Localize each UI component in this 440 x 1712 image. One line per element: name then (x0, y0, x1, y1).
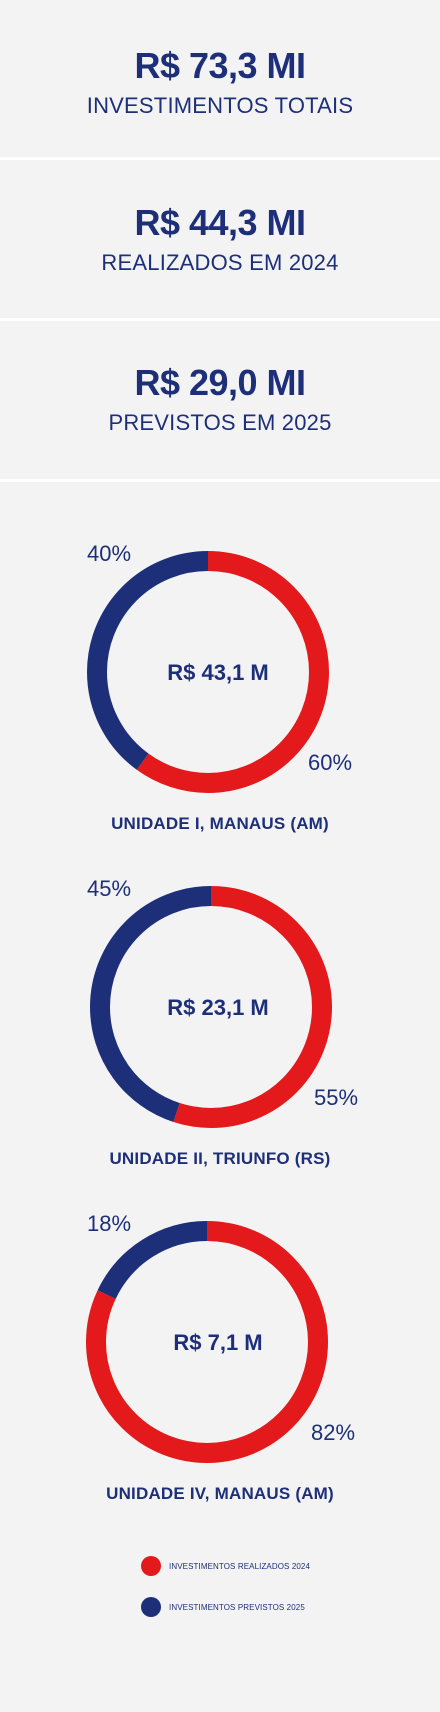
donut-ring-1 (87, 551, 329, 793)
divider (0, 479, 440, 482)
donut-center-value: R$ 43,1 M (167, 660, 269, 685)
legend-label-previstos: INVESTIMENTOS PREVISTOS 2025 (169, 1602, 305, 1612)
legend-item-previstos: INVESTIMENTOS PREVISTOS 2025 (141, 1597, 305, 1617)
donut-slice-previsto (90, 886, 332, 1128)
divider (0, 157, 440, 160)
slice-label-previsto: 45% (87, 876, 132, 901)
donut-svg-3 (86, 1221, 328, 1463)
stat-total-label: INVESTIMENTOS TOTAIS (86, 93, 354, 118)
donut-ring-3 (86, 1221, 328, 1463)
stat-previstos-label: PREVISTOS EM 2025 (108, 410, 332, 435)
stat-realizados-label: REALIZADOS EM 2024 (101, 250, 339, 275)
stat-total-value: R$ 73,3 MI (134, 45, 306, 86)
donut-slice-previsto (86, 1221, 328, 1463)
slice-label-previsto: 40% (87, 541, 132, 566)
legend-dot-blue-icon (141, 1597, 161, 1617)
unit-label-1: UNIDADE I, MANAUS (AM) (111, 814, 329, 833)
donut-svg-1 (87, 551, 329, 793)
slice-label-realizado: 82% (311, 1420, 356, 1445)
donut-chart-unidade-2: 45% 55% R$ 23,1 M (0, 870, 440, 1170)
unit-label-2: UNIDADE II, TRIUNFO (RS) (109, 1149, 331, 1168)
stat-realizados: R$ 44,3 MI REALIZADOS EM 2024 (0, 202, 440, 276)
donut-ring-2 (90, 886, 332, 1128)
donut-slice-previsto (87, 551, 329, 793)
stat-previstos: R$ 29,0 MI PREVISTOS EM 2025 (0, 362, 440, 436)
legend-dot-red-icon (141, 1556, 161, 1576)
legend-item-realizados: INVESTIMENTOS REALIZADOS 2024 (141, 1556, 310, 1576)
donut-center-value: R$ 7,1 M (173, 1330, 263, 1355)
legend-label-realizados: INVESTIMENTOS REALIZADOS 2024 (169, 1561, 311, 1571)
donut-center-value: R$ 23,1 M (167, 995, 269, 1020)
slice-label-realizado: 55% (314, 1085, 359, 1110)
donut-chart-unidade-1: 40% 60% R$ 43,1 M (0, 535, 440, 835)
stat-total: R$ 73,3 MI INVESTIMENTOS TOTAIS (0, 45, 440, 119)
stat-previstos-value: R$ 29,0 MI (134, 362, 306, 403)
divider (0, 318, 440, 321)
slice-label-realizado: 60% (308, 750, 353, 775)
slice-label-previsto: 18% (87, 1211, 132, 1236)
donut-chart-unidade-4: 18% 82% R$ 7,1 M (0, 1205, 440, 1505)
stat-realizados-value: R$ 44,3 MI (134, 202, 306, 243)
donut-svg-2 (90, 886, 332, 1128)
unit-label-3: UNIDADE IV, MANAUS (AM) (106, 1484, 334, 1503)
